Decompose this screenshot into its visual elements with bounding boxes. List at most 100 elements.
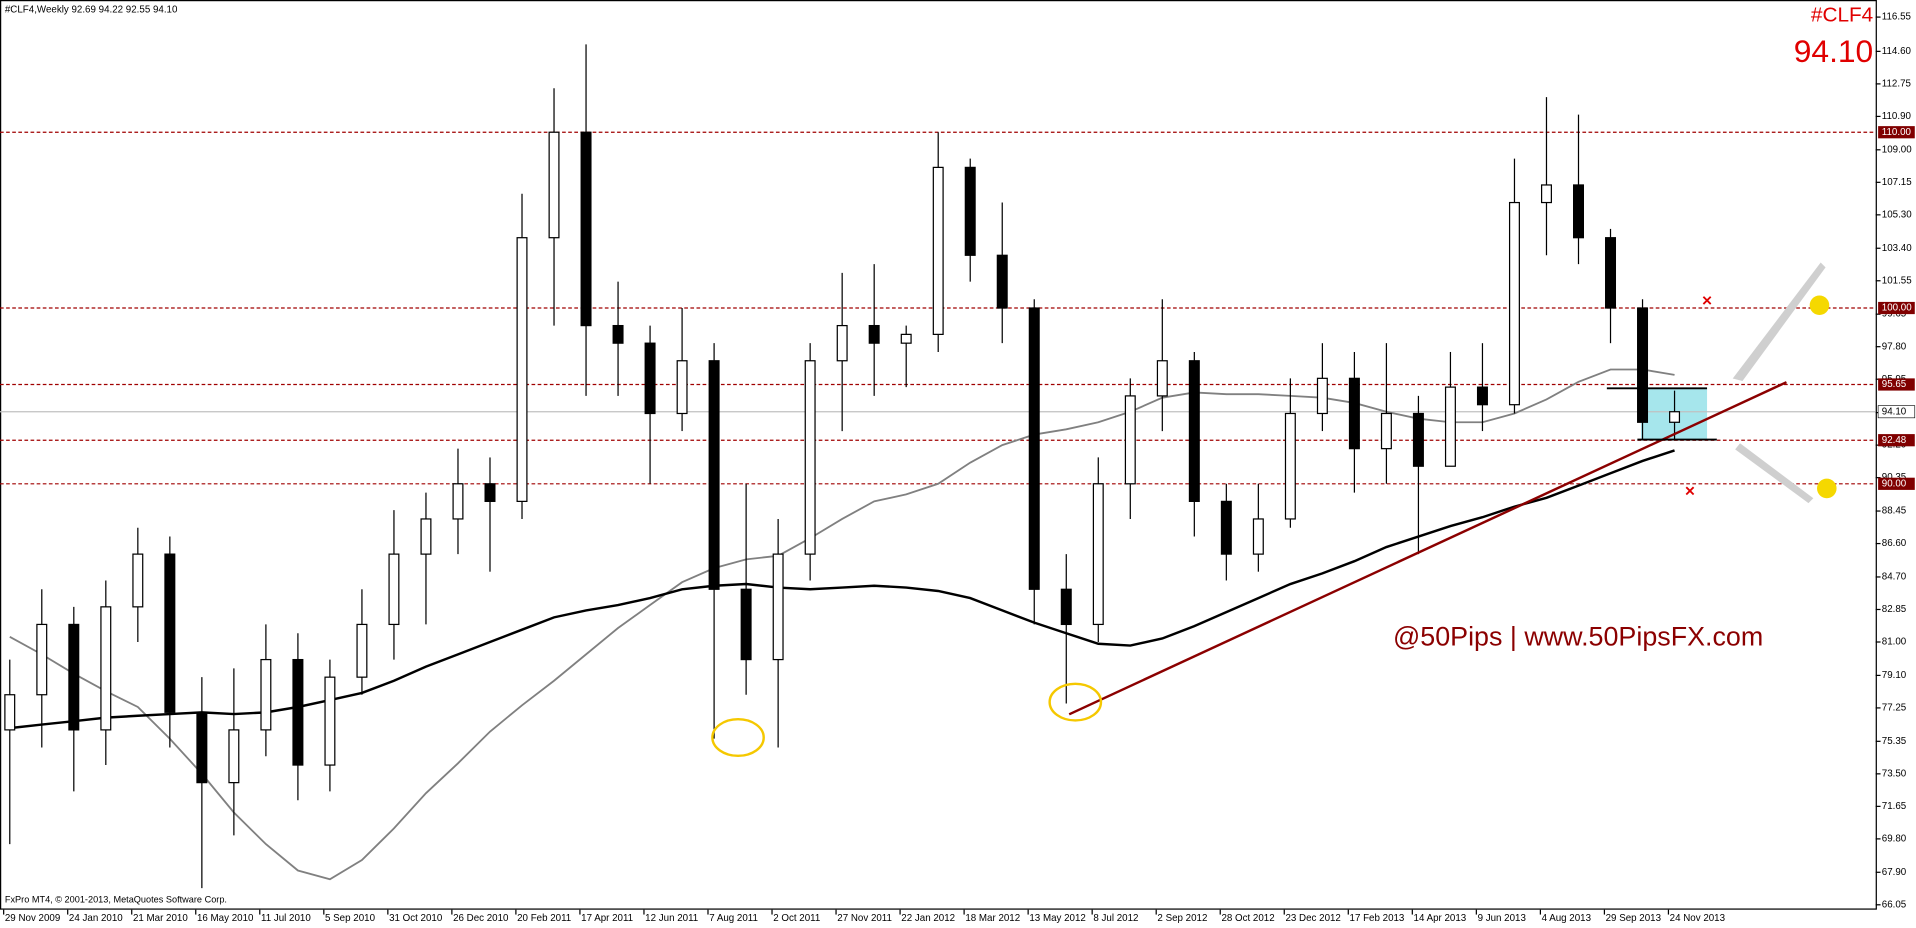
candle-body <box>36 623 48 696</box>
candle-body <box>1252 518 1264 555</box>
candle-body <box>420 518 432 555</box>
chart-header: #CLF4,Weekly 92.69 94.22 92.55 94.10 <box>5 4 178 15</box>
highlight-circle <box>1048 682 1103 722</box>
x-tick-label: 17 Feb 2013 <box>1350 913 1405 924</box>
x-tick-label: 12 Jun 2011 <box>645 913 698 924</box>
y-tick-label: 73.50 <box>1882 768 1907 779</box>
level-label: 90.00 <box>1882 478 1907 489</box>
x-tick-label: 29 Nov 2009 <box>5 913 60 924</box>
candle-body <box>932 166 944 335</box>
candle-body <box>772 553 784 661</box>
x-tick-label: 17 Apr 2011 <box>581 913 633 924</box>
x-tick-label: 21 Mar 2010 <box>133 913 188 924</box>
level-label-box <box>1878 477 1915 490</box>
candle-body <box>612 324 624 344</box>
candle-body <box>1124 395 1136 485</box>
y-tick-label: 110.90 <box>1882 111 1912 122</box>
y-tick-label: 84.70 <box>1882 572 1907 583</box>
y-tick-label: 107.15 <box>1882 177 1912 188</box>
candle-body <box>1508 201 1520 406</box>
cross-mark <box>1702 296 1712 305</box>
y-tick-label: 97.80 <box>1882 341 1907 352</box>
x-tick-label: 11 Jul 2010 <box>261 913 311 924</box>
level-label: 100.00 <box>1882 303 1912 314</box>
candle-body <box>4 694 16 731</box>
candle-body <box>1380 412 1392 450</box>
y-tick-label: 81.00 <box>1882 637 1907 648</box>
y-tick-label: 66.05 <box>1882 899 1907 910</box>
x-tick-label: 27 Nov 2011 <box>837 913 892 924</box>
candle-body <box>1348 377 1360 450</box>
x-tick-label: 29 Sep 2013 <box>1606 913 1661 924</box>
level-label-box <box>1878 434 1915 447</box>
x-tick-label: 28 Oct 2012 <box>1221 913 1274 924</box>
candle-body <box>68 623 80 731</box>
y-tick-label: 103.40 <box>1882 243 1912 254</box>
x-tick-label: 20 Feb 2011 <box>517 913 571 924</box>
candle-body <box>1220 500 1232 555</box>
moving-average <box>9 449 1675 730</box>
y-tick-label: 75.35 <box>1882 736 1907 747</box>
target-dot <box>1809 295 1830 316</box>
level-label: 92.48 <box>1882 435 1906 446</box>
x-tick-label: 7 Aug 2011 <box>709 913 758 924</box>
candle-body <box>1188 360 1200 502</box>
y-tick-label: 109.00 <box>1882 144 1912 155</box>
footer: FxPro MT4, © 2001-2013, MetaQuotes Softw… <box>5 894 227 904</box>
trend-line <box>1068 381 1787 716</box>
x-tick-label: 22 Jan 2012 <box>901 913 955 924</box>
candle-body <box>1605 237 1617 309</box>
x-tick-label: 8 Jul 2012 <box>1093 913 1138 924</box>
level-label-box <box>1878 378 1915 391</box>
candle-body <box>164 553 176 713</box>
candle-body <box>484 483 496 502</box>
candle-body <box>580 131 592 327</box>
current-label: 94.10 <box>1882 406 1907 417</box>
x-tick-label: 31 Oct 2010 <box>389 913 443 924</box>
candle-body <box>676 360 688 415</box>
x-tick-label: 9 Jun 2013 <box>1478 913 1526 924</box>
arrow-up <box>1732 262 1826 381</box>
candle-body <box>100 606 112 731</box>
candle-body <box>644 342 656 415</box>
candle-body <box>1669 411 1681 423</box>
level-label-box <box>1878 301 1915 315</box>
current-price-big: 94.10 <box>1794 33 1873 69</box>
moving-average <box>9 368 1675 881</box>
y-tick-label: 116.55 <box>1882 12 1912 23</box>
symbol: #CLF4 <box>1811 3 1873 26</box>
candle-body <box>196 711 208 784</box>
candle-body <box>228 729 240 784</box>
candle-body <box>1540 184 1552 204</box>
candle-body <box>1412 412 1424 467</box>
current-label-box <box>1877 405 1916 419</box>
candle-body <box>516 237 528 502</box>
candle-body <box>708 360 720 590</box>
x-tick-label: 13 May 2012 <box>1029 913 1085 924</box>
x-tick-label: 24 Nov 2013 <box>1670 913 1725 924</box>
highlight-circle <box>711 717 765 758</box>
level-label-box <box>1878 126 1915 139</box>
y-tick-label: 77.25 <box>1882 703 1907 714</box>
candle-body <box>1637 307 1649 423</box>
candle-body <box>900 333 912 344</box>
candle-body <box>740 588 752 661</box>
candle-body <box>868 324 880 344</box>
level-label: 95.65 <box>1882 379 1907 390</box>
target-dot <box>1817 478 1837 499</box>
y-tick-label: 86.60 <box>1882 538 1907 549</box>
y-tick-label: 69.80 <box>1882 833 1907 844</box>
y-tick-label: 112.75 <box>1882 78 1912 89</box>
y-tick-label: 114.60 <box>1882 46 1912 57</box>
candle-body <box>452 483 464 520</box>
candle-body <box>260 658 272 731</box>
candle-body <box>1573 184 1584 239</box>
cross-mark <box>1685 486 1695 496</box>
candle-body <box>356 623 368 678</box>
candle-body <box>1092 483 1104 626</box>
x-tick-label: 5 Sep 2010 <box>325 913 376 924</box>
y-tick-label: 88.45 <box>1882 506 1907 517</box>
